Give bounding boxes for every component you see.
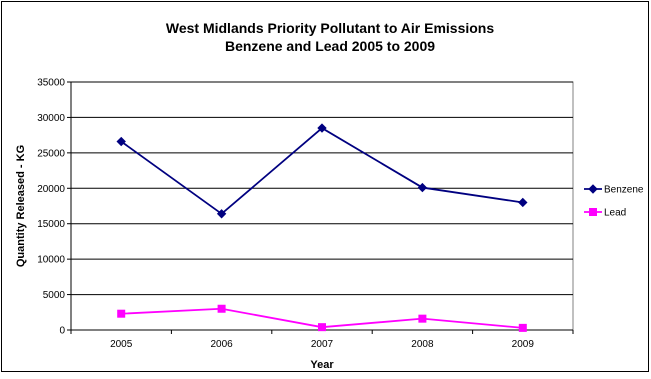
x-tick-label: 2008 [411,339,434,350]
chart-title: West Midlands Priority Pollutant to Air … [166,20,494,36]
gridlines [71,81,573,296]
y-tick-label: 0 [59,326,65,337]
data-point-lead [117,309,126,318]
x-axis-label: Year [310,359,334,371]
x-tick-label: 2005 [110,339,133,350]
plot-area [70,81,574,331]
y-tick-label: 15000 [37,219,65,230]
data-point-benzene [417,182,428,193]
y-tick-label: 30000 [37,113,65,124]
y-tick-label: 5000 [43,290,66,301]
data-point-lead [217,304,226,313]
series-layer [116,123,528,332]
legend: Benzene Lead [584,184,644,219]
legend-label-benzene: Benzene [604,185,644,196]
x-tick-label: 2009 [512,339,535,350]
data-point-lead [518,323,527,332]
x-tick-label: 2006 [210,339,233,350]
data-point-benzene [317,123,327,133]
legend-marker-benzene [588,184,598,194]
data-point-lead [418,314,427,323]
data-point-lead [318,323,326,332]
y-tick-label: 20000 [37,184,65,195]
y-tick-label: 25000 [37,148,65,159]
data-point-benzene [216,209,227,219]
x-tick-label: 2007 [311,339,334,350]
y-tick-label: 10000 [37,255,65,266]
y-axis: 0 5000 10000 15000 20000 25000 30000 35000 [37,78,72,337]
y-tick-label: 35000 [37,78,65,89]
legend-label-lead: Lead [604,208,626,219]
legend-marker-lead [589,208,597,216]
data-point-benzene [116,136,126,147]
data-point-benzene [518,197,528,208]
y-axis-label: Quantity Released - KG [15,145,27,267]
chart-subtitle: Benzene and Lead 2005 to 2009 [225,38,435,54]
